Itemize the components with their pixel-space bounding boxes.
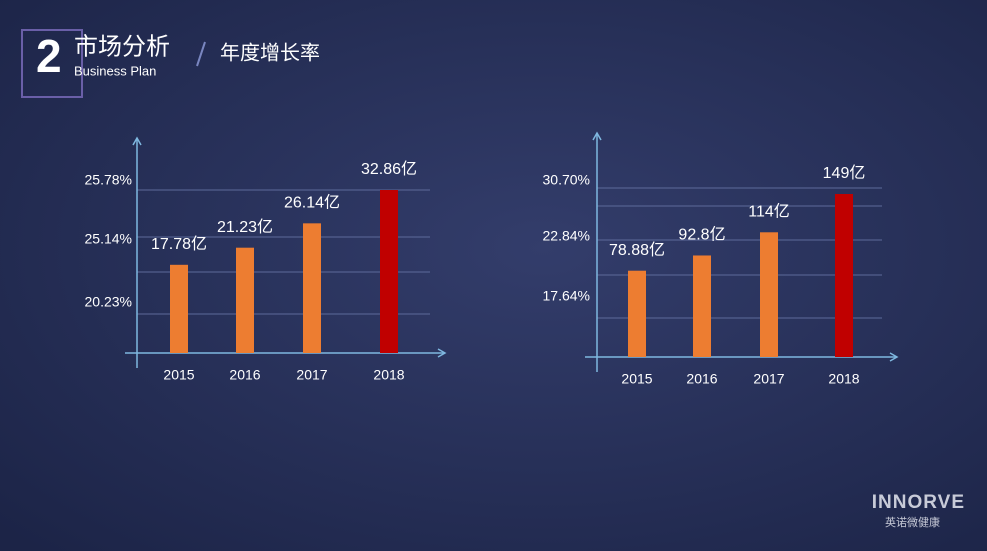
value-label: 149亿: [823, 164, 866, 182]
logo-tagline: 英诺微健康: [885, 515, 940, 529]
growth-rate: 25.14%: [85, 231, 132, 247]
value-label: 21.23亿: [217, 218, 273, 236]
growth-rate: 20.23%: [85, 294, 132, 310]
bar: [380, 190, 398, 353]
bar: [835, 194, 853, 357]
value-label: 32.86亿: [361, 160, 417, 178]
x-tick-label: 2015: [621, 371, 652, 387]
x-tick-label: 2018: [373, 367, 404, 383]
x-tick-label: 2016: [686, 371, 717, 387]
header-frame: [21, 29, 83, 98]
divider: [196, 41, 206, 67]
growth-rate: 25.78%: [85, 172, 132, 188]
bar: [760, 232, 778, 357]
logo-brand: INNORVE: [872, 492, 965, 513]
growth-rate: 30.70%: [543, 172, 590, 188]
bar: [693, 255, 711, 357]
bar: [303, 223, 321, 353]
y-arrow: [592, 131, 602, 141]
header-subtitle: Business Plan: [74, 63, 156, 78]
header-title: 市场分析: [74, 33, 170, 60]
section-title: 年度增长率: [220, 41, 320, 64]
growth-rate: 17.64%: [543, 288, 590, 304]
x-arrow: [437, 348, 447, 358]
bar: [170, 264, 188, 353]
value-label: 26.14亿: [284, 194, 340, 212]
growth-rate: 22.84%: [543, 228, 590, 244]
x-tick-label: 2017: [753, 371, 784, 387]
x-tick-label: 2018: [828, 371, 859, 387]
x-tick-label: 2017: [296, 367, 327, 383]
bar: [628, 270, 646, 357]
x-tick-label: 2015: [163, 367, 194, 383]
y-arrow: [132, 136, 142, 146]
section-number: 2: [36, 30, 62, 82]
value-label: 78.88亿: [609, 241, 665, 259]
value-label: 114亿: [748, 203, 790, 221]
bar: [236, 247, 254, 353]
value-label: 92.8亿: [678, 226, 725, 244]
x-tick-label: 2016: [229, 367, 260, 383]
value-label: 17.78亿: [151, 235, 207, 253]
x-arrow: [889, 352, 899, 362]
